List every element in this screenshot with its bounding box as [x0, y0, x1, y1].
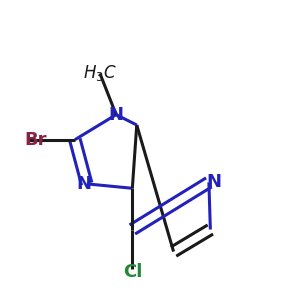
Text: $H_3C$: $H_3C$ — [83, 63, 117, 83]
Text: N: N — [109, 106, 124, 124]
Text: N: N — [76, 175, 91, 193]
Text: Cl: Cl — [123, 262, 142, 280]
Text: N: N — [207, 173, 222, 191]
Text: Br: Br — [25, 131, 47, 149]
